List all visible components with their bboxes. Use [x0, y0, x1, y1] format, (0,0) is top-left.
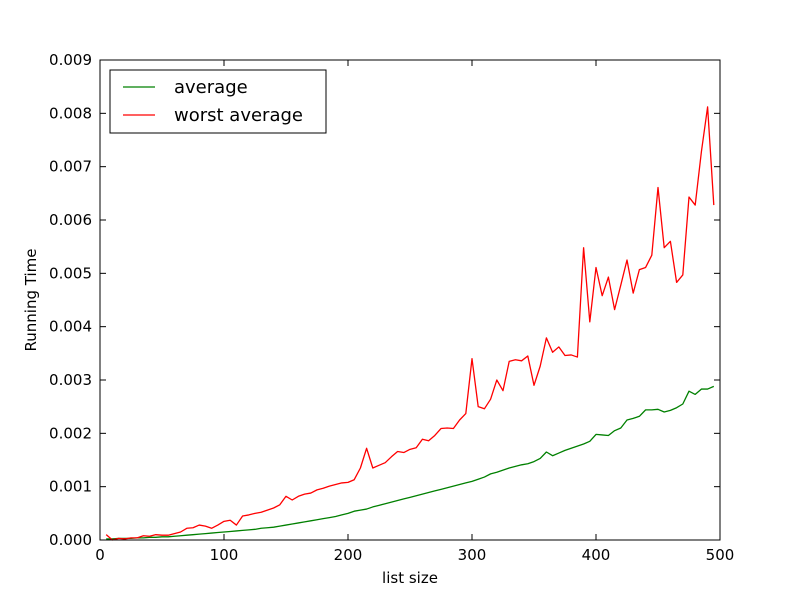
series-line-average	[106, 385, 715, 540]
legend-frame	[109, 69, 327, 134]
x-tick-label: 0	[95, 546, 105, 564]
y-tick-label: 0.005	[49, 264, 92, 282]
y-tick-label: 0.000	[49, 531, 92, 549]
tick-layer: 0 100 200 300 400 500 0.000 0.001 0.002 0.003 0.00…	[49, 51, 734, 564]
y-tick-label: 0.002	[49, 424, 92, 442]
y-tick-label: 0.001	[49, 478, 92, 496]
x-tick-label: 400	[582, 546, 611, 564]
y-axis-label: Running Time	[22, 249, 40, 352]
legend-label-average: average	[174, 77, 248, 98]
y-tick-label: 0.004	[49, 318, 92, 336]
x-tick-label: 500	[706, 546, 735, 564]
y-tick-label: 0.003	[49, 371, 92, 389]
x-tick-label: 100	[210, 546, 239, 564]
plot-area: 0 100 200 300 400 500 0.000 0.001 0.002 0.003 0.00…	[49, 51, 734, 564]
series-layer	[105, 106, 715, 541]
series-line-worst-average	[105, 106, 715, 541]
y-tick-label: 0.009	[49, 51, 92, 69]
y-tick-label: 0.007	[49, 158, 92, 176]
x-axis-label: list size	[382, 569, 438, 587]
x-tick-label: 200	[334, 546, 363, 564]
legend: average worst average	[109, 69, 327, 134]
legend-label-worst-average: worst average	[174, 105, 303, 126]
plot-frame	[99, 59, 721, 541]
y-tick-label: 0.006	[49, 211, 92, 229]
x-tick-label: 300	[458, 546, 487, 564]
y-tick-label: 0.008	[49, 104, 92, 122]
